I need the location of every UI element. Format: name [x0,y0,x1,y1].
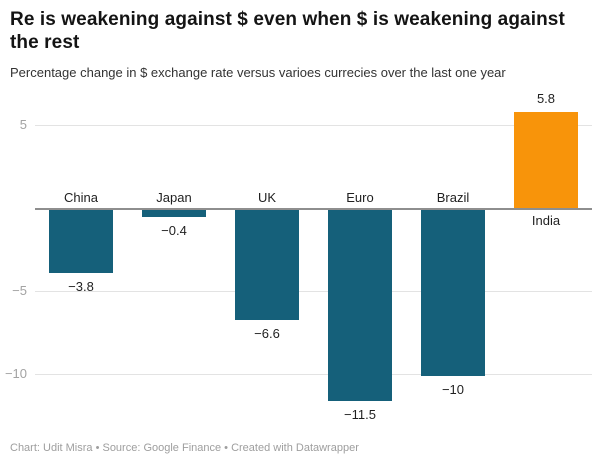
bar-india [514,112,578,208]
category-label-india: India [531,213,561,228]
category-label-japan: Japan [156,190,192,205]
bar-japan [142,210,206,217]
value-label-brazil: −10 [441,382,465,397]
y-axis-tick-label: −10 [4,366,27,381]
bar-china [49,210,113,273]
value-label-china: −3.8 [68,279,94,294]
value-label-uk: −6.6 [254,326,280,341]
gridline-y--5 [35,291,592,292]
category-label-uk: UK [257,190,277,205]
bar-uk [235,210,299,320]
chart-title: Re is weakening against $ even when $ is… [10,9,565,53]
chart-subtitle: Percentage change in $ exchange rate ver… [10,65,506,80]
bar-euro [328,210,392,401]
category-label-euro: Euro [346,190,374,205]
gridline-y--10 [35,374,592,375]
chart-credit-line: Chart: Udit Misra • Source: Google Finan… [10,442,359,454]
y-axis-tick-label: −5 [12,283,27,298]
bar-brazil [421,210,485,376]
y-axis-tick-label: 5 [19,117,27,132]
category-label-china: China [64,190,98,205]
category-label-brazil: Brazil [436,190,470,205]
value-label-india: 5.8 [536,91,556,106]
gridline-y-5 [35,125,592,126]
value-label-euro: −11.5 [344,407,376,422]
value-label-japan: −0.4 [161,223,187,238]
zero-baseline [35,208,592,210]
